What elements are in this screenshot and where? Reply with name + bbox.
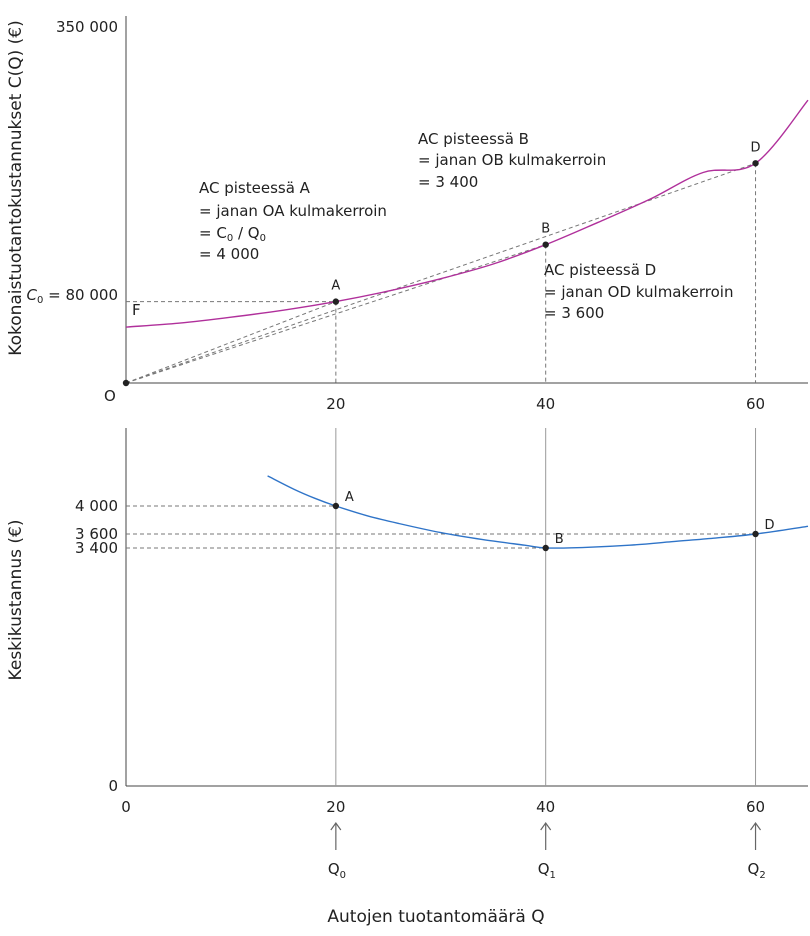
bottom-point-b	[542, 544, 549, 552]
x-axis-title: Autojen tuotantomäärä Q	[327, 907, 544, 927]
annotation-b: AC pisteessä B = janan OB kulmakerroin =…	[418, 130, 606, 191]
top-point-label-a: A	[331, 279, 340, 294]
q-arrow-head	[330, 821, 342, 831]
top-point-label-d: D	[751, 140, 761, 155]
bottom-y-tick-label: 3 400	[75, 539, 118, 557]
curve-label-f: F	[132, 301, 141, 319]
chord-ob	[125, 244, 546, 384]
bottom-y-tick-label: 4 000	[75, 497, 118, 515]
top-point-b	[542, 241, 549, 248]
chord-oa	[125, 301, 337, 384]
bottom-point-a	[332, 502, 340, 510]
top-x-tick-label: 60	[746, 395, 765, 413]
annotation-d-line1: AC pisteessä D	[544, 261, 656, 279]
q-arrow-head	[540, 821, 552, 831]
bottom-x-tick-label: 60	[746, 798, 765, 816]
origin-point	[122, 379, 130, 387]
annotation-b-line2: = janan OB kulmakerroin	[418, 151, 606, 169]
annotation-b-line1: AC pisteessä B	[418, 130, 529, 148]
bottom-y-tick-label: 3 600	[75, 525, 118, 543]
q-label: Q1	[538, 860, 556, 881]
q-label: Q2	[748, 860, 766, 881]
annotation-d-line2: = janan OD kulmakerroin	[544, 283, 733, 301]
bottom-point-label-d: D	[765, 518, 775, 533]
top-y-axis-title: Kokonaistuotantokustannukset C(Q) (€)	[6, 20, 26, 355]
bottom-point-label-a: A	[345, 490, 354, 505]
bottom-point-label-b: B	[555, 532, 564, 547]
top-y-tick-label: 350 000	[56, 18, 118, 36]
top-point-label-b: B	[541, 222, 550, 237]
annotation-a-line3: = C0 / Q0	[199, 224, 266, 244]
bottom-x-tick-label: 20	[326, 798, 345, 816]
top-x-tick-label: 20	[326, 395, 345, 413]
total-cost-chart: A B D 350 000 20 40 60 O F C0 = 80 000 Kokona…	[6, 16, 809, 413]
annotation-a: AC pisteessä A = janan OA kulmakerroin =…	[199, 179, 387, 263]
q-arrow-head	[750, 821, 762, 831]
annotation-d: AC pisteessä D = janan OD kulmakerroin =…	[544, 261, 733, 322]
top-point-a	[332, 298, 340, 305]
top-x-tick-label: 40	[536, 395, 555, 413]
bottom-x-tick-label: 0	[121, 798, 131, 816]
annotation-a-line4: = 4 000	[199, 245, 259, 263]
q-marker: Q2	[748, 821, 766, 881]
annotation-a-line2: = janan OA kulmakerroin	[199, 202, 387, 220]
total-cost-curve	[125, 99, 809, 328]
q-marker: Q0	[328, 821, 346, 881]
q-label: Q0	[328, 860, 346, 881]
bottom-y-tick-label: 0	[108, 777, 118, 795]
c0-tick-label: C0 = 80 000	[27, 286, 118, 306]
origin-label: O	[104, 387, 116, 405]
bottom-point-d	[752, 530, 759, 538]
annotation-b-line3: = 3 400	[418, 173, 478, 191]
chord-od	[125, 162, 756, 384]
annotation-a-line1: AC pisteessä A	[199, 179, 311, 197]
q-marker: Q1	[538, 821, 556, 881]
average-cost-curve	[267, 475, 809, 549]
top-point-d	[752, 160, 759, 167]
annotation-d-line3: = 3 600	[544, 304, 604, 322]
bottom-x-tick-label: 40	[536, 798, 555, 816]
bottom-y-axis-title: Keskikustannus (€)	[6, 520, 26, 681]
